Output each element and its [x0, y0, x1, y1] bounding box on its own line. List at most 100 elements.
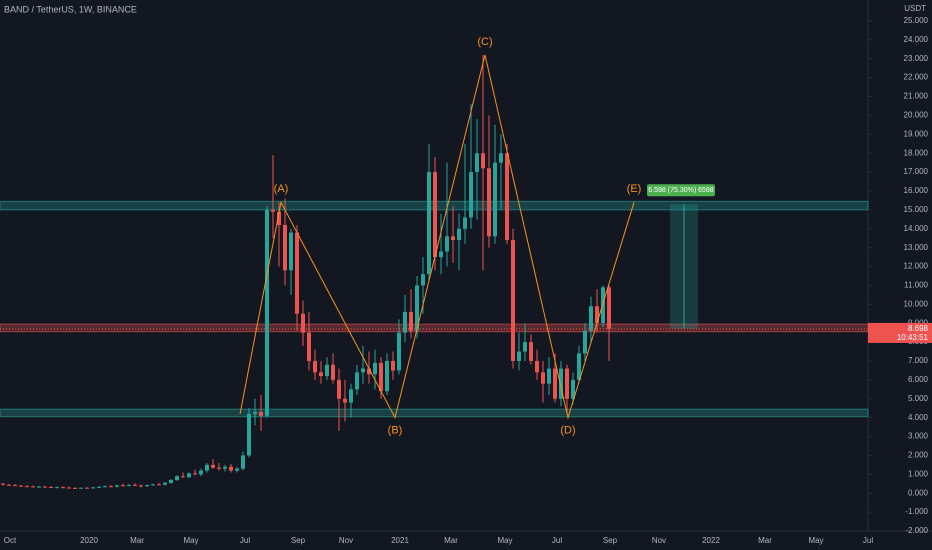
candle-body	[247, 413, 251, 456]
candle-body	[133, 484, 137, 486]
x-tick-label: Mar	[130, 536, 144, 545]
candle-body	[169, 479, 173, 483]
candle-body	[421, 274, 425, 286]
x-tick-label: 2020	[80, 536, 98, 545]
candle-body	[553, 368, 557, 399]
x-tick-label: May	[808, 536, 823, 545]
candle-body	[385, 360, 389, 392]
candle-body	[397, 332, 401, 371]
y-axis-label: USDT	[904, 4, 926, 13]
candle-body	[283, 224, 287, 271]
candle-body	[73, 487, 77, 489]
y-tick-label: 10.000	[904, 299, 929, 308]
x-tick-label: Mar	[444, 536, 458, 545]
candle-body	[511, 240, 515, 361]
y-tick-label: 2.000	[908, 451, 929, 460]
candle-body	[463, 217, 467, 229]
candle-body	[529, 342, 533, 361]
candle-body	[457, 228, 461, 241]
wave-label: (D)	[560, 425, 575, 437]
y-tick-label: 11.000	[904, 281, 928, 290]
candle-body	[43, 486, 47, 488]
candle-body	[19, 485, 23, 487]
price-label: 8.698	[908, 324, 929, 333]
candle-body	[355, 372, 359, 390]
candle-body	[205, 464, 209, 471]
candle-body	[181, 476, 185, 478]
candle-body	[79, 487, 83, 489]
candle-body	[229, 466, 233, 471]
candle-body	[259, 411, 263, 416]
y-tick-label: 4.000	[908, 413, 929, 422]
candle-body	[121, 485, 125, 487]
y-tick-label: 6.000	[908, 375, 929, 384]
candle-body	[541, 372, 545, 384]
candle-body	[475, 153, 479, 173]
x-tick-label: Nov	[652, 536, 666, 545]
wave-label: (E)	[627, 183, 642, 195]
candle-body	[31, 486, 35, 488]
x-tick-label: Jul	[552, 536, 562, 545]
candle-body	[583, 330, 587, 354]
candle-body	[265, 209, 269, 416]
y-tick-label: 18.000	[904, 148, 929, 157]
y-tick-label: 15.000	[904, 205, 929, 214]
wave-label: (B)	[388, 425, 403, 437]
y-tick-label: 13.000	[904, 243, 929, 252]
candle-body	[427, 172, 431, 275]
candle-body	[589, 306, 593, 331]
x-tick-label: 2021	[391, 536, 409, 545]
y-tick-label: 19.000	[904, 129, 929, 138]
y-tick-label: -2.000	[905, 526, 928, 535]
y-tick-label: 12.000	[904, 262, 929, 271]
candle-body	[439, 251, 443, 258]
candle-body	[37, 486, 41, 488]
candle-body	[349, 389, 353, 403]
y-tick-label: 25.000	[904, 16, 929, 25]
y-tick-label: 20.000	[904, 111, 929, 120]
candle-body	[307, 332, 311, 361]
y-tick-label: 0.000	[908, 488, 929, 497]
candle-body	[373, 362, 377, 375]
candle-body	[319, 372, 323, 377]
x-tick-label: May	[497, 536, 512, 545]
y-tick-label: 16.000	[904, 186, 929, 195]
candle-body	[337, 379, 341, 399]
candle-body	[313, 360, 317, 373]
y-tick-label: 5.000	[908, 394, 929, 403]
candle-body	[241, 455, 245, 469]
candle-body	[361, 368, 365, 373]
candle-body	[55, 487, 59, 489]
candle-body	[1, 483, 5, 485]
candle-body	[601, 287, 605, 324]
wave-line	[239, 54, 635, 420]
wave-label: (C)	[477, 36, 492, 48]
candle-body	[565, 368, 569, 399]
candle-body	[481, 153, 485, 169]
candle-body	[451, 236, 455, 241]
y-tick-label: 21.000	[904, 92, 929, 101]
measure-label: 6.598 (75.30%) 6598	[648, 187, 713, 194]
candle-body	[577, 353, 581, 380]
candle-body	[253, 411, 257, 414]
candle-body	[559, 368, 563, 399]
y-tick-label: 14.000	[904, 224, 929, 233]
candle-body	[61, 487, 65, 489]
wave-label: (A)	[274, 183, 289, 195]
x-tick-label: Oct	[4, 536, 17, 545]
candle-body	[157, 484, 161, 486]
candle-body	[499, 153, 503, 163]
candle-body	[547, 368, 551, 384]
candle-body	[505, 153, 509, 241]
candle-body	[199, 470, 203, 475]
chart-title: BAND / TetherUS, 1W, BINANCE	[4, 4, 137, 14]
candle-body	[211, 464, 215, 468]
x-tick-label: 2022	[702, 536, 720, 545]
candle-body	[91, 487, 95, 489]
candle-body	[193, 473, 197, 475]
candle-body	[97, 486, 101, 488]
candle-body	[517, 351, 521, 361]
candle-body	[235, 468, 239, 471]
y-tick-label: 23.000	[904, 54, 929, 63]
